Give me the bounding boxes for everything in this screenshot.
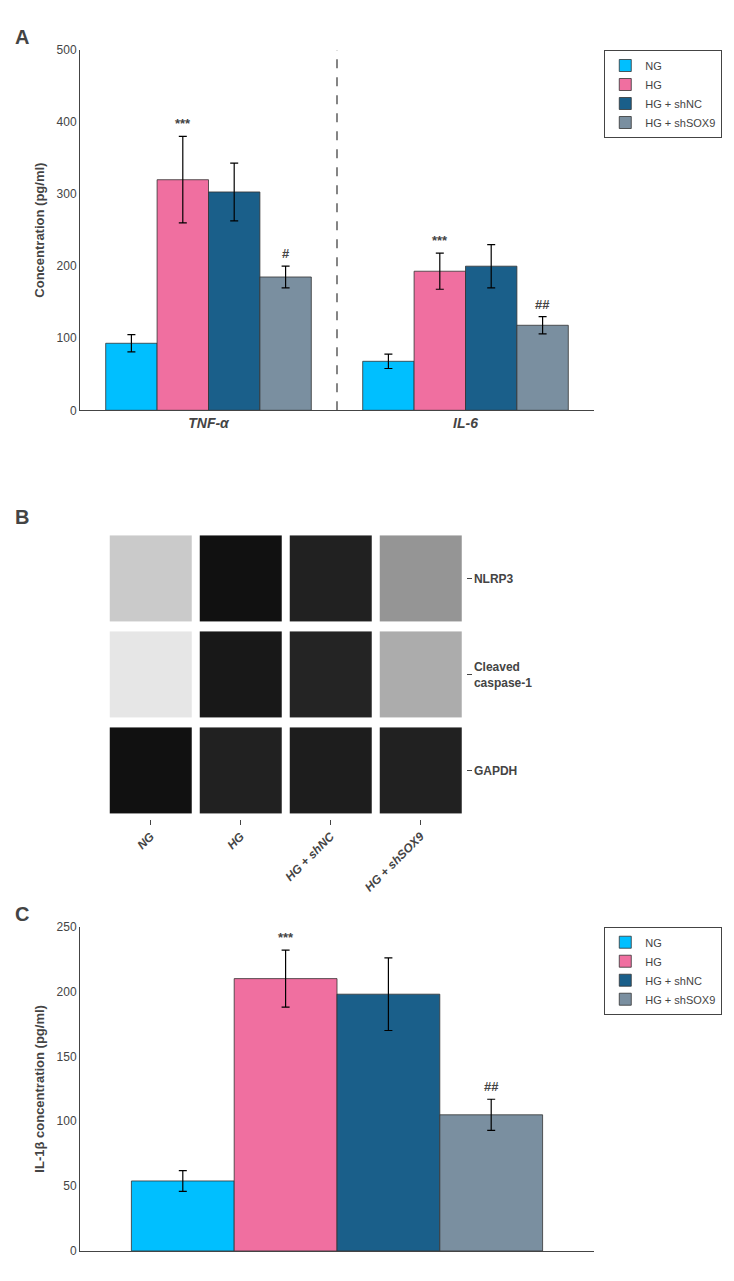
svg-text:NG: NG <box>645 937 662 949</box>
svg-text:HG: HG <box>645 956 662 968</box>
svg-text:GAPDH: GAPDH <box>474 764 517 778</box>
svg-text:100: 100 <box>57 1114 77 1128</box>
svg-text:NLRP3: NLRP3 <box>474 572 514 586</box>
svg-text:HG + shSOX9: HG + shSOX9 <box>362 829 427 894</box>
svg-text:TNF-α: TNF-α <box>188 415 230 431</box>
svg-text:***: *** <box>278 930 294 945</box>
svg-text:50: 50 <box>63 1179 77 1193</box>
svg-text:B: B <box>15 506 29 528</box>
svg-text:200: 200 <box>57 985 77 999</box>
svg-text:A: A <box>15 26 29 48</box>
svg-text:0: 0 <box>70 404 77 418</box>
svg-text:500: 500 <box>57 43 77 57</box>
svg-text:100: 100 <box>57 331 77 345</box>
svg-text:HG + shSOX9: HG + shSOX9 <box>645 994 715 1006</box>
svg-text:IL-1β concentration (pg/ml): IL-1β concentration (pg/ml) <box>32 1005 47 1173</box>
svg-text:HG + shNC: HG + shNC <box>282 829 337 884</box>
svg-text:150: 150 <box>57 1050 77 1064</box>
svg-text:HG: HG <box>224 830 247 853</box>
svg-text:250: 250 <box>57 920 77 934</box>
svg-text:HG + shNC: HG + shNC <box>645 975 702 987</box>
svg-text:HG: HG <box>645 79 662 91</box>
svg-text:HG + shSOX9: HG + shSOX9 <box>645 117 715 129</box>
svg-text:300: 300 <box>57 187 77 201</box>
svg-text:#: # <box>282 246 290 261</box>
svg-text:NG: NG <box>134 830 157 853</box>
svg-text:400: 400 <box>57 115 77 129</box>
svg-text:Cleavedcaspase-1: Cleavedcaspase-1 <box>474 660 532 690</box>
svg-text:HG + shNC: HG + shNC <box>645 98 702 110</box>
svg-text:***: *** <box>432 233 448 248</box>
svg-text:IL-6: IL-6 <box>453 415 478 431</box>
svg-text:200: 200 <box>57 259 77 273</box>
svg-text:Concentration (pg/ml): Concentration (pg/ml) <box>32 163 47 298</box>
svg-text:##: ## <box>484 1079 499 1094</box>
svg-text:##: ## <box>535 297 550 312</box>
svg-text:***: *** <box>175 116 191 131</box>
svg-text:0: 0 <box>70 1244 77 1258</box>
svg-text:NG: NG <box>645 60 662 72</box>
svg-text:C: C <box>15 903 29 925</box>
